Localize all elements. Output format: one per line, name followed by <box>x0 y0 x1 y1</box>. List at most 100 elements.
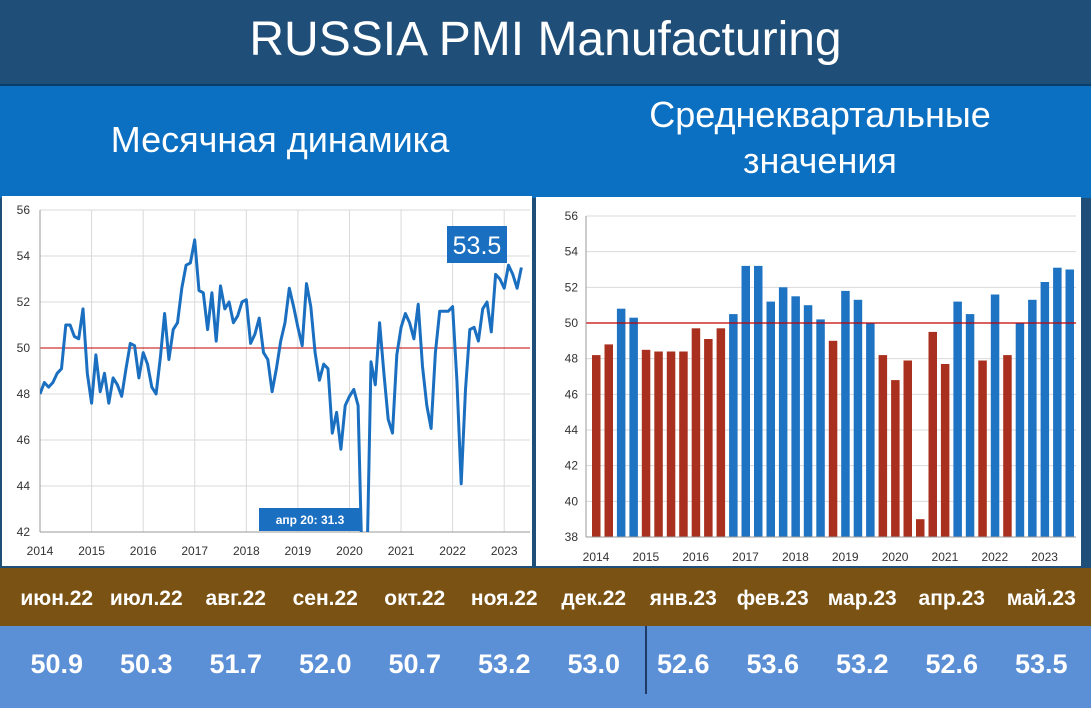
x-tick-label: 2022 <box>981 550 1008 564</box>
quarter-bar <box>1003 355 1012 537</box>
month-value: 50.9 <box>30 649 84 679</box>
values-row <box>0 626 1091 708</box>
x-tick-label: 2023 <box>1031 550 1058 564</box>
quarter-bar <box>978 360 987 537</box>
month-value: 53.2 <box>835 649 889 679</box>
x-tick-label: 2023 <box>491 544 518 558</box>
x-tick-label: 2021 <box>388 544 415 558</box>
month-label: окт.22 <box>384 587 446 610</box>
month-label: дек.22 <box>561 587 627 610</box>
quarter-bar <box>1040 282 1050 537</box>
y-tick-label: 42 <box>17 525 31 539</box>
y-tick-label: 56 <box>17 203 31 217</box>
quarter-bar <box>965 314 975 537</box>
month-label: июн.22 <box>20 587 94 610</box>
quarter-bar <box>592 355 601 537</box>
month-label: мар.23 <box>827 587 897 610</box>
x-tick-label: 2019 <box>285 544 312 558</box>
x-tick-label: 2015 <box>632 550 659 564</box>
quarter-bar <box>990 294 1000 537</box>
y-tick-label: 54 <box>565 245 579 259</box>
y-tick-label: 44 <box>17 479 31 493</box>
right-subtitle-line1: Среднеквартальные <box>649 94 991 135</box>
month-label: ноя.22 <box>470 587 538 610</box>
quarter-bar <box>903 360 912 537</box>
month-label: фев.23 <box>736 587 809 610</box>
x-tick-label: 2022 <box>439 544 466 558</box>
x-tick-label: 2017 <box>181 544 208 558</box>
x-tick-label: 2016 <box>682 550 709 564</box>
quarterly-bar-chart: 38 40 42 44 46 48 50 52 54 56 2014 2015 2016 2017 2018… <box>536 197 1081 566</box>
month-label: июл.22 <box>109 587 183 610</box>
last-value-label: 53.5 <box>453 232 502 260</box>
y-tick-label: 56 <box>565 209 579 223</box>
quarter-bar <box>741 265 750 537</box>
month-value: 53.2 <box>477 649 531 679</box>
y-tick-label: 44 <box>565 423 579 437</box>
quarter-bar <box>891 380 900 537</box>
monthly-line-chart: 2014 2015 2016 2017 2018 2019 2020 2021 2022 2023… <box>2 196 532 566</box>
x-tick-label: 2021 <box>932 550 959 564</box>
month-label: сен.22 <box>292 587 358 610</box>
quarter-bar <box>916 519 925 537</box>
quarter-bar <box>940 364 950 537</box>
month-value: 52.6 <box>656 649 710 679</box>
quarter-bar <box>791 296 800 538</box>
quarter-bar <box>1015 323 1025 537</box>
x-tick-label: 2014 <box>27 544 54 558</box>
month-value: 52.6 <box>925 649 979 679</box>
month-value: 52.0 <box>298 649 352 679</box>
quarter-bar <box>704 339 713 537</box>
month-label: май.23 <box>1006 587 1076 610</box>
x-tick-label: 2020 <box>336 544 363 558</box>
last-value-badge <box>447 226 507 263</box>
month-value: 51.7 <box>209 649 263 679</box>
quarter-bar <box>1028 299 1037 537</box>
quarter-bar <box>1065 269 1074 537</box>
min-value-badge <box>259 508 361 531</box>
y-tick-label: 42 <box>565 459 579 473</box>
quarter-bar <box>616 308 626 537</box>
quarter-bar <box>816 319 825 537</box>
x-tick-label: 2019 <box>832 550 859 564</box>
quarter-bar <box>629 317 638 537</box>
line-chart-background <box>2 196 532 566</box>
quarter-bar <box>641 349 651 538</box>
months-header-row <box>0 568 1091 626</box>
page-title: RUSSIA PMI Manufacturing <box>0 0 1091 84</box>
quarter-bar <box>729 314 738 537</box>
quarter-bar <box>878 355 888 537</box>
y-tick-label: 52 <box>17 295 31 309</box>
quarter-bar <box>778 287 788 537</box>
month-value: 53.6 <box>746 649 800 679</box>
quarter-bar <box>716 328 726 537</box>
quarter-bar <box>604 344 613 537</box>
quarter-bar <box>803 305 813 537</box>
month-label: авг.22 <box>205 587 266 610</box>
min-value-label: апр 20: 31.3 <box>276 513 345 527</box>
pmi-line <box>40 238 523 532</box>
y-tick-label: 50 <box>17 341 31 355</box>
y-tick-label: 40 <box>565 494 579 508</box>
month-value: 53.0 <box>567 649 621 679</box>
y-tick-label: 48 <box>17 387 31 401</box>
quarter-bar <box>754 265 763 537</box>
quarter-bar <box>828 340 838 537</box>
y-tick-label: 48 <box>565 352 579 366</box>
y-tick-label: 50 <box>565 316 579 330</box>
quarter-bar <box>866 323 875 537</box>
x-tick-label: 2020 <box>882 550 909 564</box>
x-tick-label: 2018 <box>782 550 809 564</box>
x-tick-label: 2015 <box>78 544 105 558</box>
quarter-bar <box>1053 267 1062 537</box>
right-subtitle-line2: значения <box>743 140 897 181</box>
subtitle-band <box>0 84 1091 198</box>
quarter-bar <box>654 351 663 537</box>
quarter-bar <box>853 299 863 537</box>
quarter-bar <box>953 301 962 537</box>
y-tick-label: 54 <box>17 249 31 263</box>
x-tick-label: 2018 <box>233 544 260 558</box>
quarter-bar <box>691 328 701 537</box>
month-value: 50.3 <box>119 649 173 679</box>
quarter-bar <box>766 301 775 537</box>
